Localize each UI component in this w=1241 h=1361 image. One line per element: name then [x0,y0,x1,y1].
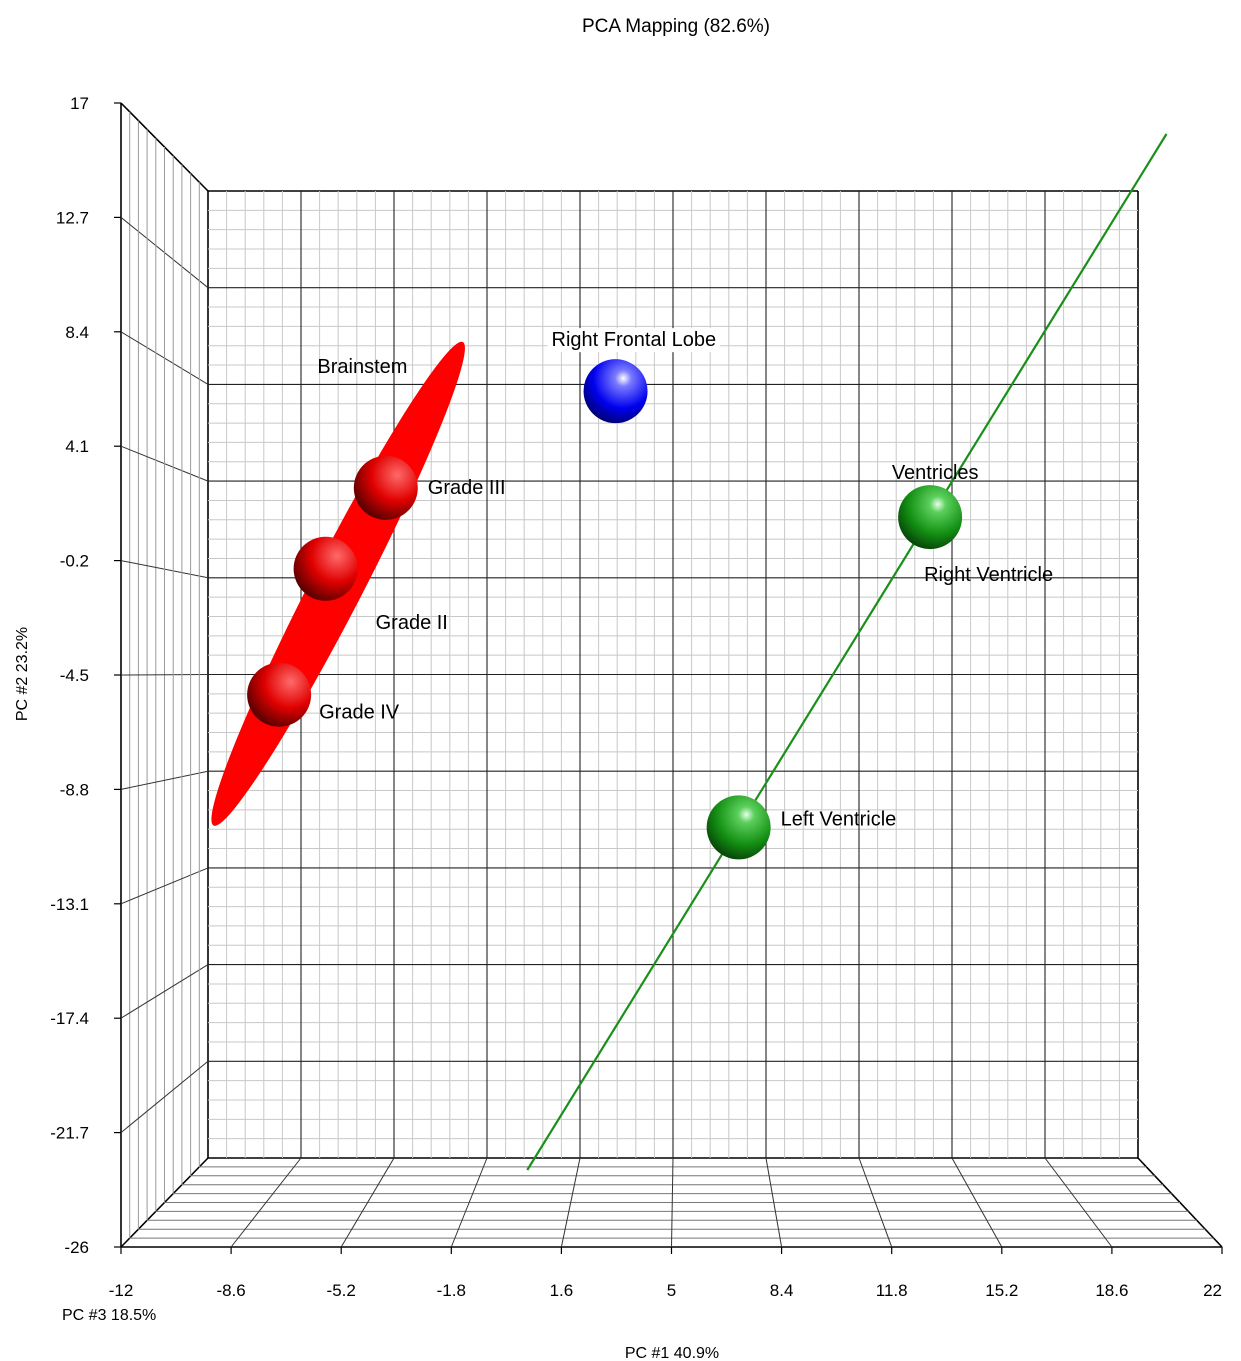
wall-grid-line [120,770,209,790]
y-tick-label: -0.2 [60,552,89,571]
y-tick-label: 12.7 [56,208,89,227]
floor-grid-line [858,1157,893,1248]
y-axis-label: PC #2 23.2% [14,627,31,721]
y-tick-label: -13.1 [50,895,89,914]
x-tick-label: 11.8 [876,1281,908,1300]
x-tick-label: 1.6 [550,1281,574,1300]
x-tick-label: 5 [667,1281,676,1300]
floor-grid-line [230,1157,302,1248]
wall-grid-line [120,674,209,676]
floor-grid-line [340,1157,395,1248]
x-tick-label: -5.2 [327,1281,356,1300]
z-axis-label: PC #3 18.5% [62,1307,156,1324]
label-grade-iii: Grade III [428,477,506,499]
label-left-ventricle: Left Ventricle [781,808,897,830]
y-tick-label: -21.7 [50,1124,89,1143]
x-tick-label: -12 [109,1281,134,1300]
floor-grid-line [765,1157,783,1248]
wall-grid-line [120,964,209,1019]
label-grade-iv: Grade IV [319,702,400,724]
group-label-brainstem: Brainstem [317,356,407,378]
y-tick-label: -4.5 [60,666,89,685]
y-tick-label: 8.4 [65,323,89,342]
wall-grid-line [120,1060,209,1133]
x-tick-label: 18.6 [1095,1281,1128,1300]
grid [120,111,1214,1248]
point-grade-iii [353,455,418,520]
x-tick-label: 8.4 [770,1281,794,1300]
label-right-frontal-lobe: Right Frontal Lobe [552,329,717,351]
label-grade-ii: Grade II [376,612,448,634]
point-left-ventricle [706,795,771,860]
floor-grid-line [671,1157,674,1248]
wall-grid-line [120,867,209,905]
axis-ticks: 17 12.7 8.4 4.1 -0.2 -4.5 -8.8 -13.1 -17.4 -21.7 -… [50,94,1223,1300]
point-right-frontal-lobe [583,359,648,424]
point-grade-iv [247,662,312,727]
chart-title: PCA Mapping (82.6%) [582,16,770,37]
group-label-ventricles: Ventricles [892,462,979,484]
y-tick-label: -17.4 [50,1009,89,1028]
floor-grid-line [450,1157,488,1248]
floor-grid-line [560,1157,581,1248]
floor-grid-line [951,1157,1003,1248]
x-tick-label: -1.8 [437,1281,466,1300]
data-layer: Right Frontal Lobe Grade III Grade II Grade… [211,133,1168,1171]
label-right-ventricle: Right Ventricle [924,564,1053,586]
y-tick-label: 4.1 [65,437,89,456]
x-tick-label: -8.6 [216,1281,245,1300]
y-tick-label: 17 [70,94,89,113]
y-tick-label: -8.8 [60,780,89,799]
point-grade-ii [293,536,358,601]
x-tick-label: 22 [1203,1281,1222,1300]
floor-grid-line [1044,1157,1113,1248]
y-tick-label: -26 [64,1238,89,1257]
x-axis-label: PC #1 40.9% [625,1345,719,1361]
label-background [547,328,721,353]
x-tick-label: 15.2 [985,1281,1018,1300]
point-right-ventricle [898,485,963,550]
ventricles-fit-line [526,133,1168,1171]
